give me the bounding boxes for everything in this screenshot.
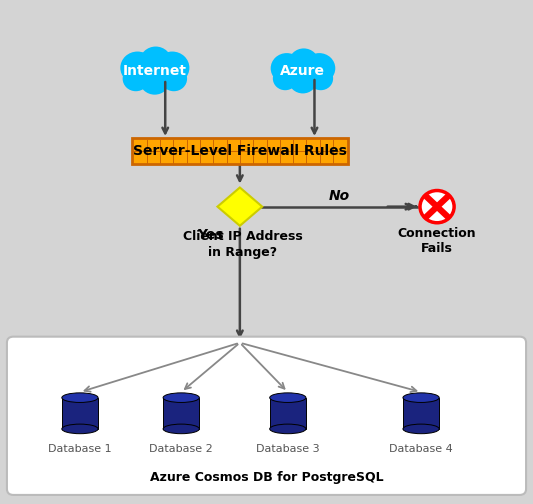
Text: Client IP Address: Client IP Address — [183, 230, 302, 243]
Text: Server-Level Firewall Rules: Server-Level Firewall Rules — [133, 144, 347, 158]
FancyBboxPatch shape — [136, 70, 172, 83]
Circle shape — [140, 46, 172, 77]
Bar — [270, 398, 306, 429]
Circle shape — [303, 53, 335, 84]
Text: in Range?: in Range? — [208, 246, 277, 259]
Circle shape — [288, 67, 317, 93]
Circle shape — [273, 67, 297, 90]
Circle shape — [309, 67, 333, 90]
Ellipse shape — [163, 424, 199, 434]
Circle shape — [420, 191, 454, 223]
Ellipse shape — [62, 424, 98, 434]
FancyBboxPatch shape — [7, 337, 526, 495]
Ellipse shape — [163, 393, 199, 403]
Ellipse shape — [270, 424, 306, 434]
Circle shape — [271, 53, 303, 84]
Circle shape — [155, 51, 189, 84]
FancyBboxPatch shape — [285, 71, 319, 83]
Text: Azure Cosmos DB for PostgreSQL: Azure Cosmos DB for PostgreSQL — [150, 471, 383, 484]
Circle shape — [289, 48, 319, 77]
Polygon shape — [217, 187, 262, 226]
Text: Connection
Fails: Connection Fails — [398, 227, 477, 255]
Ellipse shape — [403, 393, 439, 403]
Text: No: No — [329, 188, 350, 203]
Circle shape — [160, 66, 187, 91]
Ellipse shape — [270, 393, 306, 403]
Text: Database 4: Database 4 — [389, 444, 453, 454]
Circle shape — [120, 51, 155, 84]
Ellipse shape — [62, 393, 98, 403]
Text: Database 3: Database 3 — [256, 444, 320, 454]
Bar — [62, 398, 98, 429]
FancyBboxPatch shape — [132, 138, 348, 164]
Text: Database 2: Database 2 — [149, 444, 213, 454]
Text: Database 1: Database 1 — [48, 444, 112, 454]
Bar — [163, 398, 199, 429]
Text: Internet: Internet — [123, 64, 187, 78]
Ellipse shape — [403, 424, 439, 434]
Circle shape — [140, 66, 170, 95]
Text: Azure: Azure — [280, 64, 325, 78]
Text: Yes: Yes — [197, 228, 224, 242]
Circle shape — [123, 66, 149, 91]
Bar — [403, 398, 439, 429]
